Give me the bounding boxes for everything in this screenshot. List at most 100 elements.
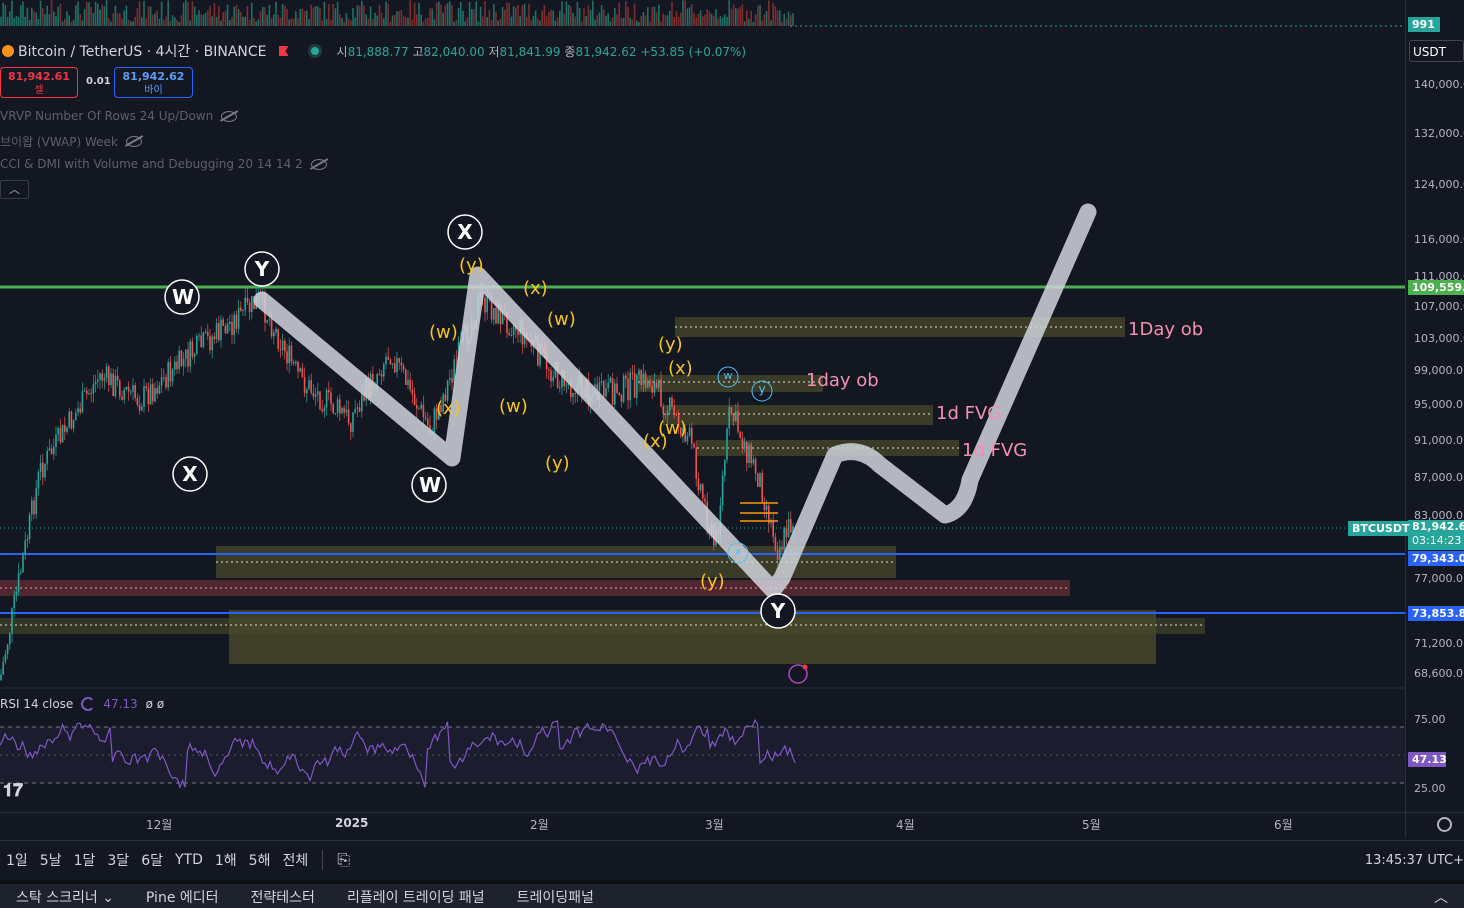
indicator-cci[interactable]: CCI & DMI with Volume and Debugging 20 1…	[0, 157, 327, 171]
indicator-vwap[interactable]: 브이왑 (VWAP) Week	[0, 133, 142, 150]
tf-6m[interactable]: 6달	[141, 853, 163, 869]
volume-bar	[746, 10, 748, 26]
settings-gear-icon[interactable]	[1437, 817, 1452, 832]
symbol-header: Bitcoin / TetherUS · 4시간 · BINANCE 시81,8…	[0, 40, 746, 62]
price-chart-canvas[interactable]	[0, 0, 1405, 838]
candle-body	[268, 318, 271, 321]
clock[interactable]: 13:45:37 UTC+	[1364, 852, 1464, 868]
volume-bar	[479, 6, 482, 26]
candle-body	[446, 379, 449, 401]
time-axis[interactable]	[0, 812, 1464, 839]
volume-bar	[609, 21, 612, 26]
price-axis[interactable]	[1405, 0, 1464, 838]
volume-bar	[187, 1, 189, 26]
tab-strategy-tester[interactable]: 전략테스터	[250, 890, 315, 906]
candle-body	[493, 308, 495, 320]
date-range-icon[interactable]: ⎘	[337, 850, 351, 869]
volume-bar	[565, 1, 568, 27]
volume-bar	[526, 16, 528, 26]
volume-bars	[0, 0, 794, 27]
collapse-indicators-button[interactable]: ︿	[0, 180, 29, 199]
volume-bar	[774, 6, 777, 27]
chevron-up-icon[interactable]: ︿	[1434, 890, 1448, 906]
candle-body	[616, 383, 618, 393]
candle-body	[145, 386, 147, 389]
tab-trading-panel[interactable]: 트레이딩패널	[516, 890, 594, 906]
volume-bar	[218, 5, 220, 26]
subwave-y-2: (y)	[545, 453, 570, 474]
tradingview-logo-icon[interactable]: 𝟏𝟕	[3, 780, 24, 801]
tf-all[interactable]: 전체	[282, 853, 309, 869]
candle-body	[350, 423, 352, 432]
volume-bar	[57, 6, 59, 27]
volume-bar	[286, 8, 288, 27]
volume-bar	[246, 6, 249, 27]
candle-body	[297, 361, 299, 372]
candle-body	[600, 381, 603, 383]
candle-body	[301, 368, 304, 378]
tf-1y[interactable]: 1해	[214, 853, 237, 869]
small-x-label: x	[734, 545, 742, 558]
tf-3m[interactable]: 3달	[107, 853, 130, 869]
candle-body	[565, 384, 568, 387]
currency-selector[interactable]: USDT	[1409, 40, 1464, 62]
candle-body	[625, 375, 627, 379]
volume-bar	[310, 4, 312, 27]
subwave-w-3: (w)	[499, 396, 528, 417]
candle-body	[746, 441, 748, 464]
candle-body	[435, 408, 438, 420]
volume-bar	[149, 6, 152, 27]
rsi-header[interactable]: RSI 14 close 47.13 ø ø	[0, 697, 164, 711]
candle-body	[325, 389, 328, 408]
volume-bar	[292, 18, 295, 26]
candle-body	[411, 389, 414, 395]
tf-1m[interactable]: 1달	[73, 853, 96, 869]
candle-body	[783, 527, 785, 550]
volume-bar	[576, 1, 579, 27]
candle-body	[290, 345, 293, 362]
tab-stock-screener[interactable]: 스탁 스크리너 ⌄	[0, 888, 130, 908]
candle-body	[86, 390, 88, 395]
volume-bar	[407, 18, 409, 26]
tf-1d[interactable]: 1일	[6, 853, 28, 869]
volume-bar	[570, 6, 572, 26]
price-tick: 99,000.0	[1414, 364, 1463, 377]
volume-bar	[642, 12, 645, 26]
volume-bar	[77, 1, 79, 27]
hidden-eye-icon[interactable]	[221, 110, 238, 122]
wave-label-W1: W	[172, 285, 195, 309]
tf-5y[interactable]: 5해	[248, 853, 271, 869]
volume-bar	[556, 17, 559, 26]
volume-bar	[372, 19, 374, 26]
candle-body	[666, 410, 669, 416]
wave-label-X1: X	[457, 220, 473, 244]
projected-wave-path[interactable]	[253, 203, 1097, 599]
candle-body	[55, 434, 57, 447]
volume-bar	[378, 4, 381, 26]
subwave-y-4: (y)	[700, 571, 725, 592]
volume-bar	[622, 18, 625, 26]
volume-bar	[242, 16, 244, 26]
hidden-eye-icon[interactable]	[125, 136, 142, 147]
volume-bar	[20, 4, 22, 26]
candle-body	[673, 406, 675, 414]
candle-body	[688, 427, 691, 436]
tf-5d[interactable]: 5날	[39, 853, 62, 869]
candle-body	[772, 519, 774, 537]
volume-bar	[640, 16, 642, 26]
hidden-eye-icon[interactable]	[310, 158, 327, 170]
indicator-vrvp[interactable]: VRVP Number Of Rows 24 Up/Down	[0, 109, 238, 123]
tf-ytd[interactable]: YTD	[174, 852, 203, 868]
sell-button[interactable]: 81,942.61 셀	[0, 67, 78, 98]
tab-pine-editor[interactable]: Pine 에디터	[145, 890, 219, 906]
buy-button[interactable]: 81,942.62 바이	[114, 67, 193, 98]
symbol-title[interactable]: Bitcoin / TetherUS · 4시간 · BINANCE	[18, 44, 267, 60]
candle-body	[125, 386, 128, 390]
candle-body	[134, 385, 136, 399]
volume-bar	[726, 16, 728, 26]
tab-replay-trading[interactable]: 리플레이 트레이딩 패널	[346, 890, 485, 906]
candle-body	[28, 514, 31, 540]
flag-icon[interactable]	[278, 46, 289, 56]
price-tick: 83,000.0	[1414, 509, 1463, 522]
candle-body	[101, 373, 103, 381]
